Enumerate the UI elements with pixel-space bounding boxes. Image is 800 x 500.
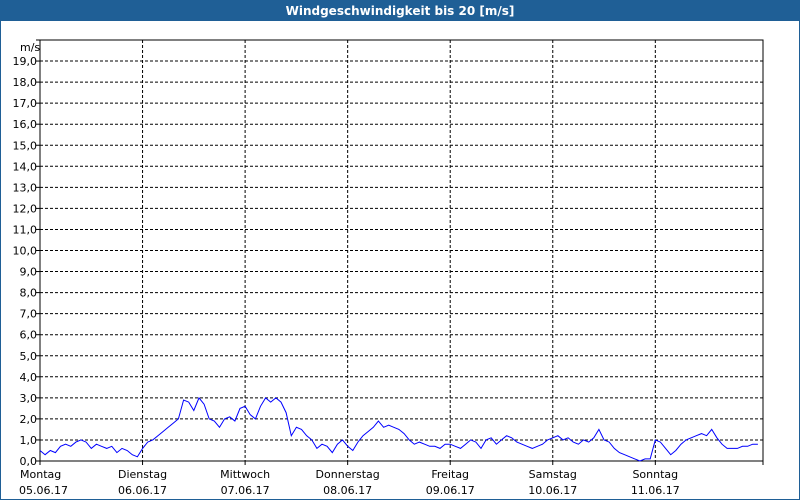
x-tick-label-date: 09.06.17 [426,484,475,497]
y-tick-label: 6,0 [20,329,38,342]
x-tick-label-date: 11.06.17 [631,484,680,497]
x-tick-label-date: 10.06.17 [528,484,577,497]
x-tick-label-day: Donnerstag [316,468,380,481]
y-tick-label: 16,0 [13,118,38,131]
y-tick-label: 1,0 [20,434,38,447]
x-tick-label-date: 07.06.17 [221,484,270,497]
y-tick-label: 4,0 [20,371,38,384]
grid [40,40,763,461]
x-tick-label-day: Sonntag [632,468,678,481]
y-tick-label: 18,0 [13,76,38,89]
y-tick-label: 13,0 [13,181,38,194]
y-tick-label: 11,0 [13,223,38,236]
wind-speed-series-line [39,396,758,462]
x-tick-label-day: Dienstag [118,468,167,481]
x-tick-label-date: 06.06.17 [118,484,167,497]
x-tick-label-day: Samstag [529,468,577,481]
y-axis-label: m/s [20,41,40,54]
y-tick-label: 17,0 [13,97,38,110]
y-tick-label: 19,0 [13,55,38,68]
y-tick-label: 7,0 [20,308,38,321]
y-tick-label: 2,0 [20,413,38,426]
x-tick-label-day: Montag [20,468,61,481]
y-tick-label: 10,0 [13,245,38,258]
y-tick-label: 14,0 [13,160,38,173]
y-tick-label: 8,0 [20,287,38,300]
y-tick-label: 9,0 [20,266,38,279]
y-tick-label: 3,0 [20,392,38,405]
y-tick-label: 15,0 [13,139,38,152]
y-axis: 0,0 1,0 2,0 3,0 4,0 5,0 6,0 7,0 8,0 9,0 10,0 11,0 12… [13,39,40,468]
y-tick-label: 5,0 [20,350,38,363]
x-tick-label-day: Mittwoch [220,468,270,481]
x-axis: Montag 05.06.17 Dienstag 06.06.17 Mittwoch 07… [19,461,764,497]
x-tick-label-day: Freitag [431,468,469,481]
x-tick-label-date: 05.06.17 [19,484,68,497]
y-tick-label: 12,0 [13,202,38,215]
x-tick-label-date: 08.06.17 [323,484,372,497]
window-title: Windgeschwindigkeit bis 20 [m/s] [1,1,799,21]
y-tick-label: 0,0 [20,455,38,468]
